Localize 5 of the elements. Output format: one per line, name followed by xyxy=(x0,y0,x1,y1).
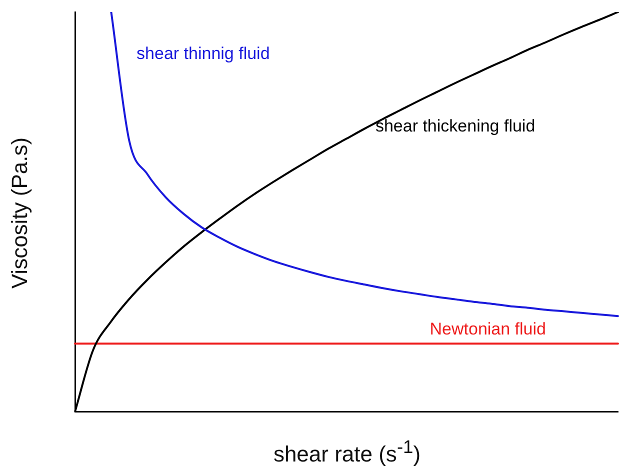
x-axis-title: shear rate (s$^{-1}$) xyxy=(272,436,422,468)
series-label: shear thickening fluid xyxy=(375,116,536,136)
series-label: shear thinnig fluid xyxy=(136,44,270,64)
series-label: Newtonian fluid xyxy=(430,319,546,338)
y-axis-title: Viscosity (Pa.s) xyxy=(7,136,33,291)
